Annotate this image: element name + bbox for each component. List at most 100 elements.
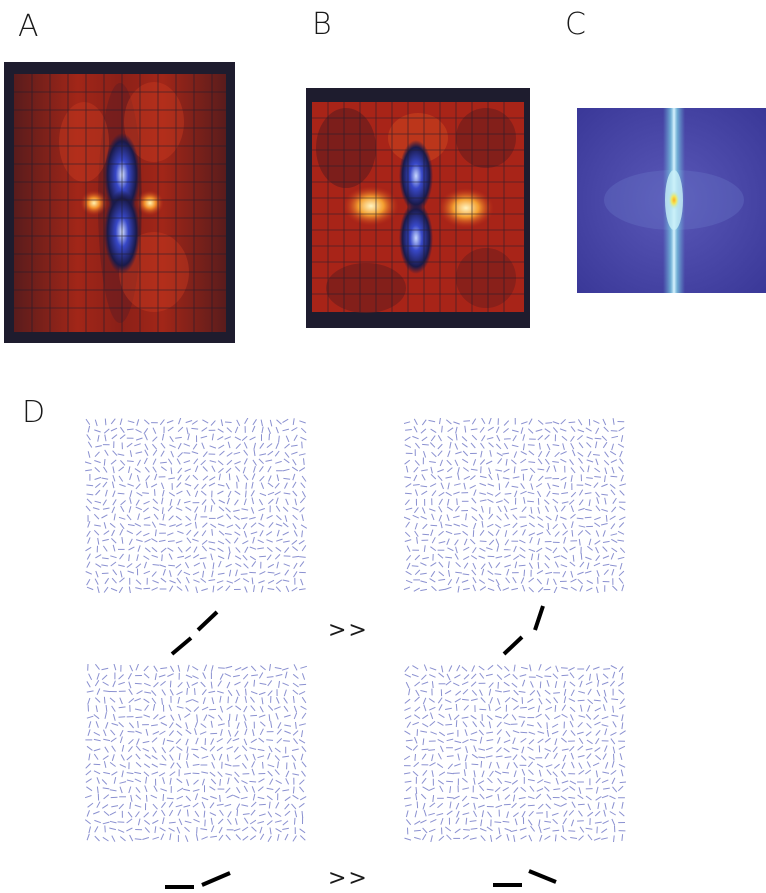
texture-element [284,443,290,449]
texture-element [159,523,166,526]
texture-element [498,827,501,835]
texture-element [217,771,223,778]
texture-element [217,818,224,825]
texture-element [224,421,232,423]
texture-element [406,554,412,561]
texture-element [109,811,117,816]
texture-element [504,756,512,759]
texture-element [577,435,583,441]
texture-element [604,745,608,752]
texture-element [159,564,167,568]
texture-element [544,748,551,752]
texture-element [497,505,502,513]
texture-element [284,833,289,841]
texture-element [560,505,566,512]
texture-element [193,546,198,553]
texture-element [592,762,600,767]
texture-element [276,538,283,542]
texture-element [266,547,273,552]
texture-element [513,762,518,769]
texture-element [602,555,610,559]
texture-element [446,459,452,466]
texture-element [544,752,549,760]
texture-element [233,537,239,544]
texture-element [496,434,501,442]
texture-element [158,539,166,542]
texture-element [152,466,157,473]
texture-element [463,546,470,551]
texture-element [104,434,107,442]
texture-element [168,821,176,824]
texture-element [415,793,418,801]
texture-element [413,466,419,473]
texture-element [552,523,558,530]
texture-element [610,430,618,432]
texture-element [589,673,591,681]
texture-element [284,730,291,734]
texture-element [266,795,273,801]
texture-element [88,826,91,834]
texture-element [113,513,116,521]
texture-element [497,737,501,744]
texture-element [253,679,256,687]
texture-element [258,508,265,512]
texture-element [128,688,133,695]
texture-element [249,780,257,783]
texture-element [429,461,436,463]
texture-element [473,802,476,810]
texture-element [546,490,551,497]
texture-element [200,681,206,688]
texture-element [405,521,410,528]
texture-element [202,451,208,458]
texture-element [413,507,419,514]
texture-element [177,467,183,474]
texture-element [216,580,224,584]
texture-element [111,577,117,584]
texture-element [244,681,249,688]
texture-element [438,530,444,536]
texture-element [485,755,493,758]
texture-element [135,786,141,793]
texture-element [561,586,569,590]
texture-element [587,699,594,705]
texture-element [258,672,264,679]
texture-element [429,667,437,671]
texture-element [593,482,599,489]
texture-element [145,481,148,489]
texture-element [251,674,258,677]
texture-element [96,672,100,680]
texture-element [128,586,131,593]
texture-element [160,450,165,457]
texture-element [283,689,287,697]
texture-element [112,490,116,498]
texture-element [134,811,140,818]
texture-element [421,507,426,514]
texture-element [465,746,468,753]
texture-element [293,738,298,745]
texture-element [488,761,492,769]
texture-element [154,529,157,537]
texture-element [570,689,575,697]
texture-element [461,579,469,583]
texture-element [512,522,518,529]
texture-element [292,546,299,552]
texture-element [268,801,271,809]
texture-element [470,698,478,701]
texture-element [86,690,94,693]
texture-element [105,705,108,712]
texture-element [135,506,142,511]
texture-element [284,724,292,727]
texture-element [152,449,158,456]
texture-element [488,721,492,729]
texture-element [193,706,200,712]
texture-element [136,419,140,426]
texture-element [404,804,412,807]
texture-element [249,436,256,441]
texture-element [201,499,207,506]
texture-element [93,513,100,520]
texture-element [152,731,160,735]
texture-element [428,698,435,703]
texture-element [512,674,518,680]
texture-element [298,453,306,456]
texture-element [405,465,409,473]
